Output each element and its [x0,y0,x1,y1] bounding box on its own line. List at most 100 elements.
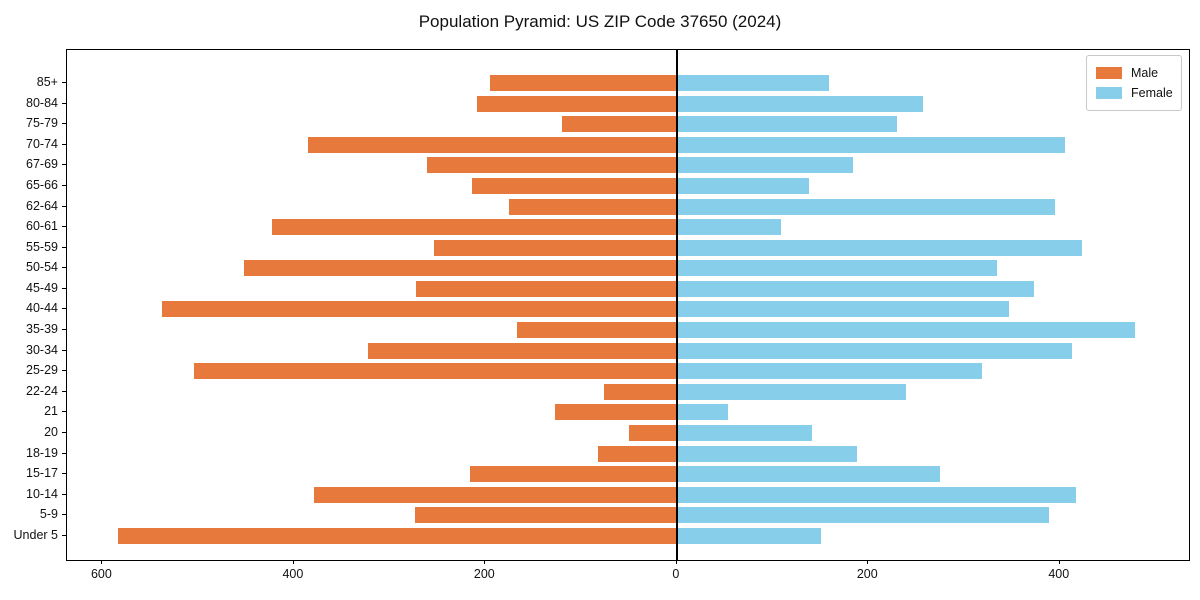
bar-male-30-34 [367,342,677,359]
y-axis-label-5-9: 5-9 [39,507,58,522]
y-axis-label-75-79: 75-79 [26,116,58,131]
y-axis-label-62-64: 62-64 [26,198,58,213]
x-axis-tick-label: 400 [282,567,304,581]
x-axis-tick-label: 400 [1048,567,1070,581]
bar-female-85+ [676,75,830,91]
y-axis-tick [62,102,66,104]
y-axis-tick [62,534,66,536]
y-axis-label-80-84: 80-84 [26,95,58,110]
y-axis-label-30-34: 30-34 [26,342,58,357]
bar-male-65-66 [471,177,677,194]
bar-female-50-54 [676,260,997,277]
bar-female-21 [676,404,728,421]
bar-female-75-79 [676,116,897,133]
y-axis-label-50-54: 50-54 [26,260,58,275]
bar-male-35-39 [516,322,677,339]
bar-female-35-39 [676,322,1136,339]
bar-male-60-61 [271,219,677,236]
bar-female-under-5 [676,527,822,544]
bar-male-18-19 [598,445,677,462]
bar-male-50-54 [244,260,677,277]
zero-axis-line [676,50,678,560]
y-axis-label-18-19: 18-19 [26,445,58,460]
y-axis-label-70-74: 70-74 [26,136,58,151]
x-axis-tick [675,560,677,564]
y-axis-tick [62,308,66,310]
y-axis-tick [62,514,66,516]
y-axis-label-10-14: 10-14 [26,486,58,501]
legend-female-label: Female [1131,86,1173,100]
bar-female-40-44 [676,301,1009,318]
chart-title: Population Pyramid: US ZIP Code 37650 (2… [418,12,782,31]
x-axis-tick [1058,560,1060,564]
y-axis-tick [62,432,66,434]
x-axis-tick [484,560,486,564]
y-axis-tick [62,287,66,289]
bar-male-67-69 [426,157,677,174]
y-axis-tick [62,473,66,475]
x-axis-tick-label: 200 [856,567,878,581]
bar-female-70-74 [676,136,1065,153]
y-axis-label-55-59: 55-59 [26,239,58,254]
bar-male-45-49 [416,280,677,297]
bar-male-70-74 [308,136,677,153]
y-axis-label-15-17: 15-17 [26,466,58,481]
bar-male-85+ [490,75,677,91]
legend: Male Female [1086,55,1182,111]
x-axis-tick-label: 200 [473,567,495,581]
y-axis-label-35-39: 35-39 [26,322,58,337]
y-axis-tick [62,226,66,228]
bar-female-45-49 [676,280,1034,297]
y-axis-label-25-29: 25-29 [26,363,58,378]
bar-female-5-9 [676,507,1050,524]
y-axis-label-67-69: 67-69 [26,157,58,172]
legend-female-swatch-icon [1096,87,1122,99]
y-axis-tick [62,349,66,351]
y-axis-label-21: 21 [44,404,58,419]
y-axis-tick [62,267,66,269]
y-axis-label-22-24: 22-24 [26,383,58,398]
bar-male-75-79 [561,116,677,133]
bar-male-55-59 [433,239,677,256]
y-axis-label-85+: 85+ [36,75,58,89]
y-axis-tick [62,184,66,186]
legend-item-male: Male [1096,63,1172,83]
y-axis-tick [62,411,66,413]
bar-male-62-64 [509,198,677,215]
y-axis-tick [62,493,66,495]
legend-male-label: Male [1131,66,1159,80]
y-axis-tick [62,370,66,372]
bar-male-10-14 [313,486,677,503]
bar-female-55-59 [676,239,1082,256]
bar-female-15-17 [676,466,941,483]
y-axis-label-under-5: Under 5 [13,527,58,542]
y-axis-label-65-66: 65-66 [26,177,58,192]
x-axis-tick-label: 600 [90,567,112,581]
y-axis-tick [62,164,66,166]
bar-female-65-66 [676,177,809,194]
bar-male-40-44 [161,301,677,318]
bar-female-80-84 [676,95,923,112]
x-axis-tick-label: 0 [672,567,680,581]
x-axis-tick [292,560,294,564]
y-axis-tick [62,452,66,454]
y-axis-tick [62,205,66,207]
y-axis-label-45-49: 45-49 [26,280,58,295]
y-axis-label-40-44: 40-44 [26,301,58,316]
bar-male-20 [628,425,677,442]
y-axis-tick [62,390,66,392]
y-axis-tick [62,123,66,125]
bar-female-30-34 [676,342,1073,359]
bar-male-5-9 [414,507,677,524]
plot-area [66,49,1190,561]
bar-male-22-24 [604,383,677,400]
y-axis-tick [62,329,66,331]
bar-male-25-29 [194,363,677,380]
bar-female-25-29 [676,363,983,380]
bar-female-60-61 [676,219,782,236]
y-axis-tick [62,246,66,248]
bar-male-80-84 [476,95,677,112]
y-axis-tick [62,82,66,83]
bar-female-20 [676,425,812,442]
